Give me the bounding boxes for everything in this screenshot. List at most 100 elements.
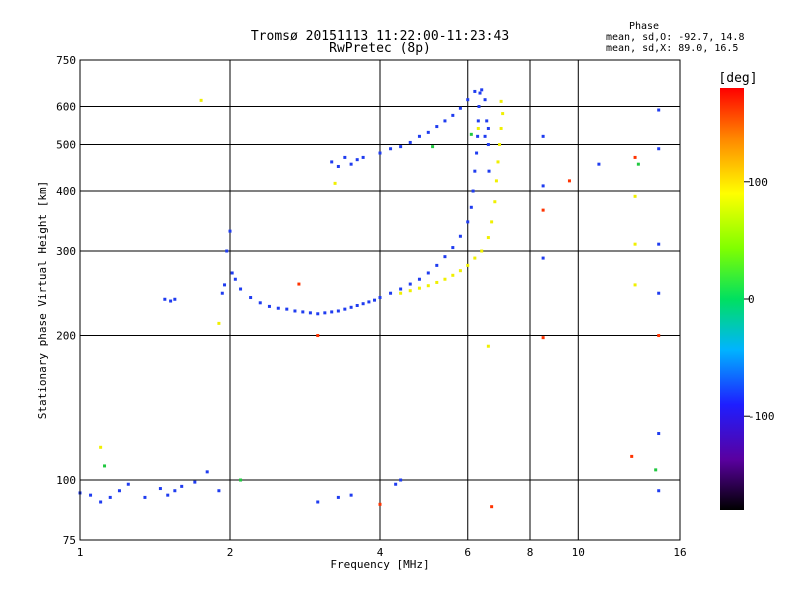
scatter-point-mixed [636,162,640,166]
scatter-point-O [143,495,147,499]
scatter-point-O [258,301,262,305]
scatter-point-O [541,256,545,260]
scatter-point-X [633,194,637,198]
data-points [78,88,661,509]
y-tick-label: 600 [56,101,76,114]
scatter-point-O [451,246,455,250]
scatter-point-X [493,200,497,204]
scatter-point-O [205,470,209,474]
scatter-point-X [199,98,203,102]
scatter-point-X [466,263,470,267]
scatter-point-X [480,249,484,253]
scatter-point-red [316,334,320,338]
scatter-point-O [657,291,661,295]
colorbar-label: [deg] [718,71,757,86]
scatter-point-O [349,305,353,309]
scatter-point-X [408,289,412,293]
y-tick-label: 100 [56,474,76,487]
x-tick-label: 6 [464,546,471,559]
scatter-point-O [657,147,661,151]
scatter-point-O [473,89,477,93]
scatter-point-O [485,119,489,123]
scatter-point-X [496,160,500,164]
scatter-point-O [169,299,173,303]
scatter-point-O [469,205,473,209]
scatter-point-mixed [469,132,473,136]
axis-ticks: 1 2 4 6 8 10 16 75 100 200 300 400 500 600 750 [56,54,687,559]
stats-title: Phase [629,21,659,32]
scatter-point-red [657,334,661,338]
scatter-point-O [435,263,439,267]
y-tick-label: 400 [56,185,76,198]
x-tick-label: 4 [377,546,384,559]
x-axis-label: Frequency [MHz] [330,558,429,571]
x-tick-label: 16 [673,546,686,559]
scatter-point-O [117,489,121,493]
scatter-point-O [458,234,462,238]
scatter-point-O [486,126,490,130]
scatter-point-O [228,229,232,233]
scatter-point-O [355,158,359,162]
scatter-point-mixed [239,478,243,482]
x-tick-label: 10 [572,546,585,559]
scatter-point-X [451,273,455,277]
scatter-point-red [630,454,634,458]
scatter-point-O [217,489,221,493]
colorbar-tick-label: -100 [748,410,775,423]
scatter-point-O [225,249,229,253]
scatter-point-O [657,108,661,112]
scatter-point-X [458,269,462,273]
scatter-point-O [417,277,421,281]
scatter-point-X [499,99,503,103]
scatter-point-O [223,283,227,287]
scatter-point-X [417,286,421,290]
scatter-point-O [301,310,305,314]
scatter-point-O [239,287,243,291]
scatter-point-O [108,495,112,499]
scatter-point-O [486,143,490,147]
scatter-point-O [483,134,487,138]
scatter-point-red [541,208,545,212]
scatter-point-O [657,489,661,493]
scatter-point-O [399,478,403,482]
scatter-point-O [126,482,130,486]
stats-x-line: mean, sd,X: 89.0, 16.5 [606,43,738,54]
scatter-point-O [435,125,439,129]
scatter-point-O [343,155,347,159]
scatter-point-X [473,256,477,260]
scatter-point-mixed [103,464,107,468]
scatter-point-O [316,500,320,504]
scatter-point-O [180,484,184,488]
scatter-point-O [478,91,482,95]
scatter-point-O [343,307,347,311]
scatter-point-O [349,162,353,166]
scatter-point-O [361,302,365,306]
scatter-point-O [476,119,480,123]
scatter-point-X [443,277,447,281]
colorbar-ticks: 100 0 -100 [744,176,775,423]
scatter-point-O [408,282,412,286]
scatter-point-X [490,220,494,224]
plot-frame [79,59,681,541]
x-tick-label: 1 [77,546,84,559]
scatter-point-O [483,98,487,102]
y-tick-label: 500 [56,139,76,152]
scatter-point-red [490,505,494,509]
scatter-point-X [498,143,502,147]
scatter-point-X [486,344,490,348]
colorbar [720,88,744,510]
colorbar-tick-label: 100 [748,176,768,189]
scatter-point-X [476,126,480,130]
scatter-point-red [567,179,571,183]
scatter-point-O [158,487,162,491]
scatter-point-O [399,145,403,149]
scatter-point-O [399,287,403,291]
x-tick-label: 8 [527,546,534,559]
scatter-point-X [501,112,505,116]
scatter-point-red [633,155,637,159]
scatter-point-mixed [654,468,658,472]
scatter-point-O [230,271,234,275]
chart-title: Tromsø 20151113 11:22:00-11:23:43 [251,29,509,44]
scatter-point-O [308,311,312,315]
scatter-point-X [494,179,498,183]
